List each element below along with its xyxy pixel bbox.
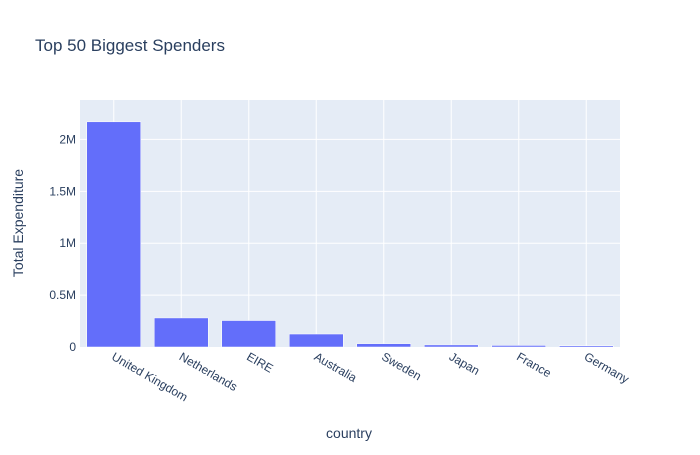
- y-tick-label: 0.5M: [49, 288, 76, 302]
- bar-united-kingdom[interactable]: [86, 121, 141, 348]
- bar-eire[interactable]: [221, 320, 276, 348]
- x-tick-label: EIRE: [244, 349, 275, 375]
- y-tick-label: 2M: [59, 132, 76, 146]
- x-tick-label: Australia: [312, 349, 360, 385]
- x-tick-label: Germany: [582, 349, 632, 386]
- x-tick-label: Sweden: [379, 349, 424, 383]
- y-axis-ticks: 0 0.5M 1M 1.5M 2M: [49, 132, 76, 354]
- y-axis-title: Total Expenditure: [10, 169, 26, 277]
- x-tick-label: Netherlands: [177, 349, 240, 393]
- bar-france[interactable]: [491, 345, 546, 348]
- plot-background: [80, 100, 620, 347]
- bar-sweden[interactable]: [356, 343, 411, 348]
- bar-australia[interactable]: [289, 333, 344, 348]
- y-tick-label: 1M: [59, 236, 76, 250]
- x-tick-label: Japan: [447, 349, 482, 377]
- bar-netherlands[interactable]: [154, 317, 209, 348]
- x-axis-title: country: [326, 425, 372, 441]
- y-tick-label: 1.5M: [49, 184, 76, 198]
- bar-japan[interactable]: [424, 344, 479, 348]
- x-tick-label: France: [514, 349, 554, 380]
- bar-germany[interactable]: [559, 345, 614, 348]
- y-tick-label: 0: [69, 340, 76, 354]
- chart-title: Top 50 Biggest Spenders: [35, 36, 225, 55]
- bars: [86, 121, 614, 348]
